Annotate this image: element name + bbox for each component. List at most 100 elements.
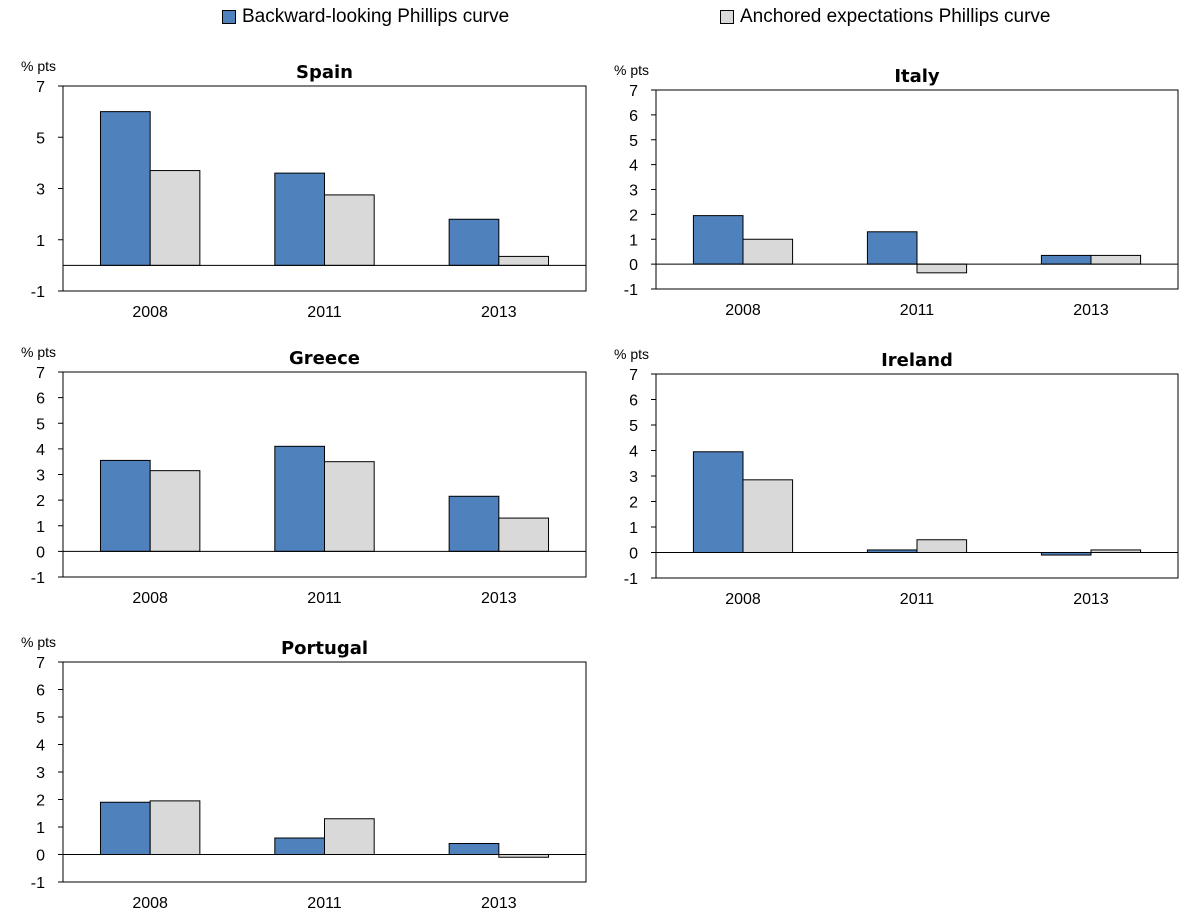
y-tick-label: 5 bbox=[629, 133, 638, 150]
y-tick-label: 6 bbox=[629, 108, 638, 125]
y-tick-label: 0 bbox=[629, 257, 638, 274]
y-tick-label: 0 bbox=[36, 544, 45, 561]
x-tick-label: 2008 bbox=[725, 591, 761, 608]
y-axis-label: % pts bbox=[21, 634, 56, 650]
bar-anchored-expectations-2011 bbox=[324, 194, 375, 266]
y-tick-label: 3 bbox=[36, 765, 45, 782]
bar-backward-looking-2011 bbox=[274, 837, 326, 855]
y-tick-label: 6 bbox=[36, 391, 45, 408]
y-tick-label: 2 bbox=[629, 207, 638, 224]
y-tick-label: 5 bbox=[36, 710, 45, 727]
legend-item-anchored-expectations: Anchored expectations Phillips curve bbox=[720, 6, 1051, 28]
y-tick-label: 3 bbox=[36, 468, 45, 485]
y-tick-label: 1 bbox=[36, 233, 45, 250]
y-tick-label: 4 bbox=[36, 738, 45, 755]
y-tick-label: 0 bbox=[629, 546, 638, 563]
y-tick-label: 6 bbox=[629, 393, 638, 410]
y-tick-label: 1 bbox=[629, 232, 638, 249]
x-tick-label: 2013 bbox=[481, 895, 517, 912]
panel-title: Greece bbox=[289, 348, 360, 369]
bar-backward-looking-2008 bbox=[99, 801, 151, 855]
y-tick-label: 2 bbox=[629, 495, 638, 512]
x-tick-label: 2011 bbox=[307, 590, 342, 607]
bar-anchored-expectations-2011 bbox=[324, 461, 375, 552]
x-tick-label: 2013 bbox=[481, 590, 517, 607]
bar-anchored-expectations-2013 bbox=[1090, 254, 1142, 265]
legend-label-backward-looking: Backward-looking Phillips curve bbox=[242, 6, 510, 27]
y-tick-label: 6 bbox=[36, 683, 45, 700]
panel-ireland: Ireland % pts -1 0 1 2 3 4 5 6 7 2008 2011 2013 bbox=[614, 346, 1179, 608]
y-tick-label: 5 bbox=[629, 418, 638, 435]
bar-backward-looking-2008 bbox=[99, 459, 151, 552]
y-axis-label: % pts bbox=[614, 62, 649, 78]
y-axis-label: % pts bbox=[614, 346, 649, 362]
y-tick-label: -1 bbox=[31, 284, 45, 301]
y-tick-label: 7 bbox=[36, 655, 45, 672]
bar-anchored-expectations-2008 bbox=[742, 238, 794, 265]
bar-backward-looking-2011 bbox=[274, 172, 326, 266]
bar-anchored-expectations-2008 bbox=[742, 479, 794, 554]
x-tick-label: 2013 bbox=[1073, 591, 1109, 608]
bar-anchored-expectations-2013 bbox=[498, 517, 550, 552]
x-tick-label: 2008 bbox=[132, 304, 168, 321]
y-tick-label: 1 bbox=[36, 820, 45, 837]
y-tick-label: 3 bbox=[629, 183, 638, 200]
bar-anchored-expectations-2011 bbox=[324, 818, 375, 855]
y-axis-label: % pts bbox=[21, 344, 56, 360]
chart-legend: Backward-looking Phillips curve Anchored… bbox=[0, 6, 1183, 34]
bar-anchored-expectations-2011 bbox=[916, 263, 968, 274]
bar-backward-looking-2008 bbox=[99, 111, 151, 266]
y-tick-label: 4 bbox=[629, 158, 638, 175]
bar-backward-looking-2008 bbox=[692, 451, 744, 553]
x-tick-label: 2011 bbox=[900, 302, 935, 319]
y-tick-label: -1 bbox=[31, 875, 45, 892]
legend-item-backward-looking: Backward-looking Phillips curve bbox=[222, 6, 509, 28]
x-tick-label: 2013 bbox=[1073, 302, 1109, 319]
bar-anchored-expectations-2013 bbox=[498, 255, 550, 266]
bar-backward-looking-2013 bbox=[448, 218, 500, 266]
x-tick-label: 2011 bbox=[307, 304, 342, 321]
y-tick-label: 5 bbox=[36, 130, 45, 147]
y-tick-label: 5 bbox=[36, 416, 45, 433]
x-tick-label: 2013 bbox=[481, 304, 517, 321]
y-tick-label: -1 bbox=[624, 282, 638, 299]
y-tick-label: 7 bbox=[36, 79, 45, 96]
y-tick-label: 7 bbox=[36, 365, 45, 382]
y-tick-label: 3 bbox=[36, 182, 45, 199]
y-tick-label: -1 bbox=[624, 571, 638, 588]
y-tick-label: 7 bbox=[629, 83, 638, 100]
bar-anchored-expectations-2008 bbox=[149, 170, 201, 266]
panel-title: Italy bbox=[894, 66, 940, 87]
x-tick-label: 2011 bbox=[307, 895, 342, 912]
panel-title: Spain bbox=[296, 62, 353, 83]
y-tick-label: 2 bbox=[36, 793, 45, 810]
bar-anchored-expectations-2011 bbox=[916, 539, 968, 553]
y-tick-label: 4 bbox=[36, 442, 45, 459]
x-tick-label: 2011 bbox=[900, 591, 935, 608]
bar-backward-looking-2011 bbox=[274, 445, 326, 552]
bar-backward-looking-2011 bbox=[866, 231, 918, 265]
x-tick-label: 2008 bbox=[132, 590, 168, 607]
legend-swatch-blue bbox=[222, 10, 236, 24]
bar-anchored-expectations-2008 bbox=[149, 800, 201, 855]
y-tick-label: -1 bbox=[31, 570, 45, 587]
y-tick-label: 7 bbox=[629, 367, 638, 384]
panel-title: Ireland bbox=[881, 350, 953, 371]
bar-anchored-expectations-2008 bbox=[149, 470, 201, 552]
panel-spain: Spain % pts -1 1 3 5 7 2008 2011 2013 bbox=[21, 58, 587, 321]
y-tick-label: 2 bbox=[36, 493, 45, 510]
y-tick-label: 1 bbox=[36, 519, 45, 536]
bar-backward-looking-2008 bbox=[692, 215, 744, 265]
bar-backward-looking-2013 bbox=[448, 843, 500, 855]
x-tick-label: 2008 bbox=[725, 302, 761, 319]
panel-greece: Greece % pts -1 0 1 2 3 4 5 6 7 2008 2011 2013 bbox=[21, 344, 587, 607]
legend-label-anchored-expectations: Anchored expectations Phillips curve bbox=[740, 6, 1051, 27]
y-tick-label: 0 bbox=[36, 848, 45, 865]
y-tick-label: 4 bbox=[629, 444, 638, 461]
bar-backward-looking-2013 bbox=[448, 495, 500, 552]
panel-italy: Italy % pts -1 0 1 2 3 4 5 6 7 2008 2011 2013 bbox=[614, 62, 1179, 319]
x-tick-label: 2008 bbox=[132, 895, 168, 912]
y-tick-label: 3 bbox=[629, 469, 638, 486]
panel-portugal: Portugal % pts -1 0 1 2 3 4 5 6 7 2008 2011 2013 bbox=[21, 634, 587, 912]
